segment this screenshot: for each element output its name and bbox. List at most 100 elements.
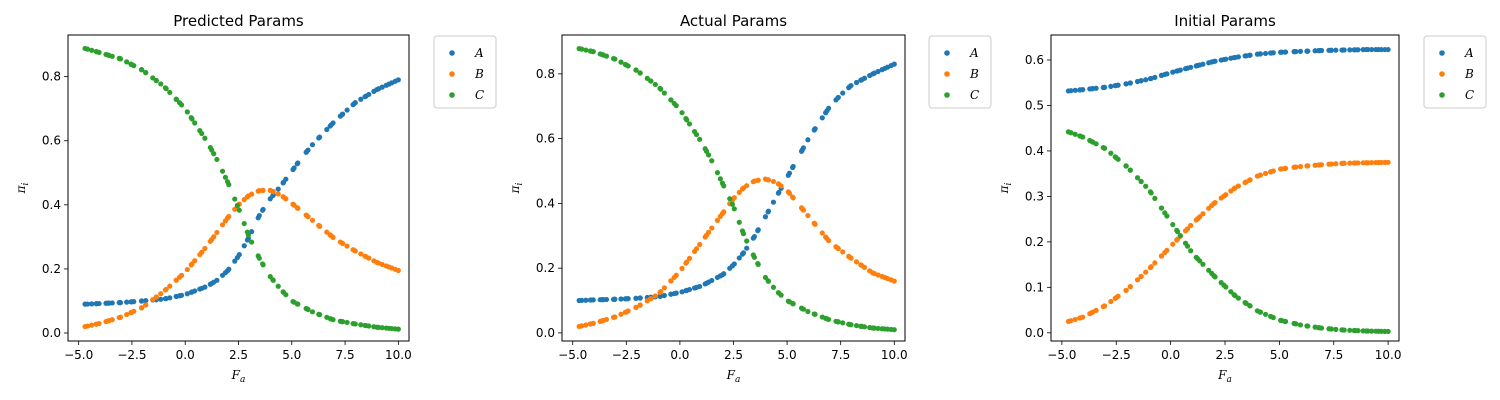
data-point [599,297,605,303]
data-point [1268,50,1274,56]
data-point [1347,327,1353,333]
data-point [96,300,102,307]
x-tick-label: −2.5 [1102,348,1131,362]
data-point [786,170,793,176]
data-point [891,327,897,333]
data-point [339,111,345,117]
data-point [1113,295,1119,301]
data-point [786,190,793,196]
data-point [603,296,610,303]
data-point [714,170,721,176]
data-point [1170,69,1176,75]
data-point [366,323,372,329]
data-point [1162,71,1168,78]
data-point [691,248,698,255]
data-point [623,309,629,315]
data-point [1188,248,1194,254]
data-point [1262,170,1269,177]
data-point [184,266,190,273]
x-tick-label: −5.0 [1047,348,1076,362]
data-point [1355,47,1361,53]
data-point [1369,46,1375,53]
data-point [805,137,811,143]
data-point [162,287,169,293]
data-point [214,156,220,163]
data-point [1182,240,1189,246]
data-point [623,62,629,68]
data-point [1232,293,1238,299]
legend-label-B: B [1464,67,1474,81]
data-point [1291,320,1297,327]
data-point [1123,163,1129,169]
data-point [260,262,266,268]
data-point [245,232,251,238]
data-point [618,59,624,65]
y-tick-label: 0.6 [1025,53,1044,67]
data-point [129,309,135,315]
data-point [812,311,818,317]
chart-title: Predicted Params [173,12,304,30]
y-tick-label: 0.0 [536,326,555,340]
x-tick-label: 0.0 [1161,348,1180,362]
y-axis-label-subscript: i [21,183,31,186]
data-point [1108,298,1114,305]
data-point [1341,160,1347,166]
data-point [644,75,650,81]
data-point [891,278,897,284]
x-tick-label: 0.0 [670,348,689,362]
series-A [1065,46,1391,94]
data-point [1254,173,1261,179]
data-point [84,46,91,52]
data-point [1138,178,1144,184]
y-tick-label: 0.5 [1025,98,1044,112]
data-point [1182,228,1189,234]
y-tick-label: 0.2 [42,262,61,276]
data-point [618,296,624,302]
data-point [755,177,761,183]
data-point [744,238,750,244]
data-point [1247,177,1253,183]
y-tick-label: 0.2 [1025,235,1044,249]
data-point [295,205,301,211]
data-point [1378,46,1384,53]
x-tick-label: 2.5 [724,348,743,362]
data-point [275,191,281,197]
data-point [1072,87,1078,93]
data-point [750,179,756,185]
legend: ABC [928,35,992,109]
y-tick-label: 0.3 [1025,189,1044,203]
series-B [576,176,897,330]
x-tick-label: 7.5 [1324,348,1343,362]
data-point [1108,150,1114,156]
data-point [679,110,685,116]
data-point [197,128,203,134]
legend-marker-A [1439,50,1445,56]
data-point [750,252,756,258]
data-point [395,77,401,83]
data-point [861,264,868,270]
data-point [750,235,756,241]
legend-label-C: C [1465,88,1474,102]
data-point [1093,85,1099,91]
data-point [812,126,818,132]
data-point [226,182,232,188]
data-point [1072,131,1078,137]
data-point [211,279,217,285]
data-point [1347,160,1353,166]
x-axis-label-subscript: a [240,375,245,385]
series-A [82,77,401,307]
y-tick-label: 0.0 [42,326,61,340]
y-tick-label: 0.6 [536,132,555,146]
y-tick-label: 0.4 [42,198,61,212]
data-point [618,311,624,317]
data-point [1268,313,1274,320]
data-point [219,222,226,228]
data-point [657,289,663,296]
y-axis-label-subscript: i [515,183,525,186]
data-point [150,297,156,303]
data-point [1088,310,1095,316]
data-point [255,188,261,194]
data-point [358,251,364,257]
data-point [623,296,629,302]
data-point [1068,130,1074,136]
